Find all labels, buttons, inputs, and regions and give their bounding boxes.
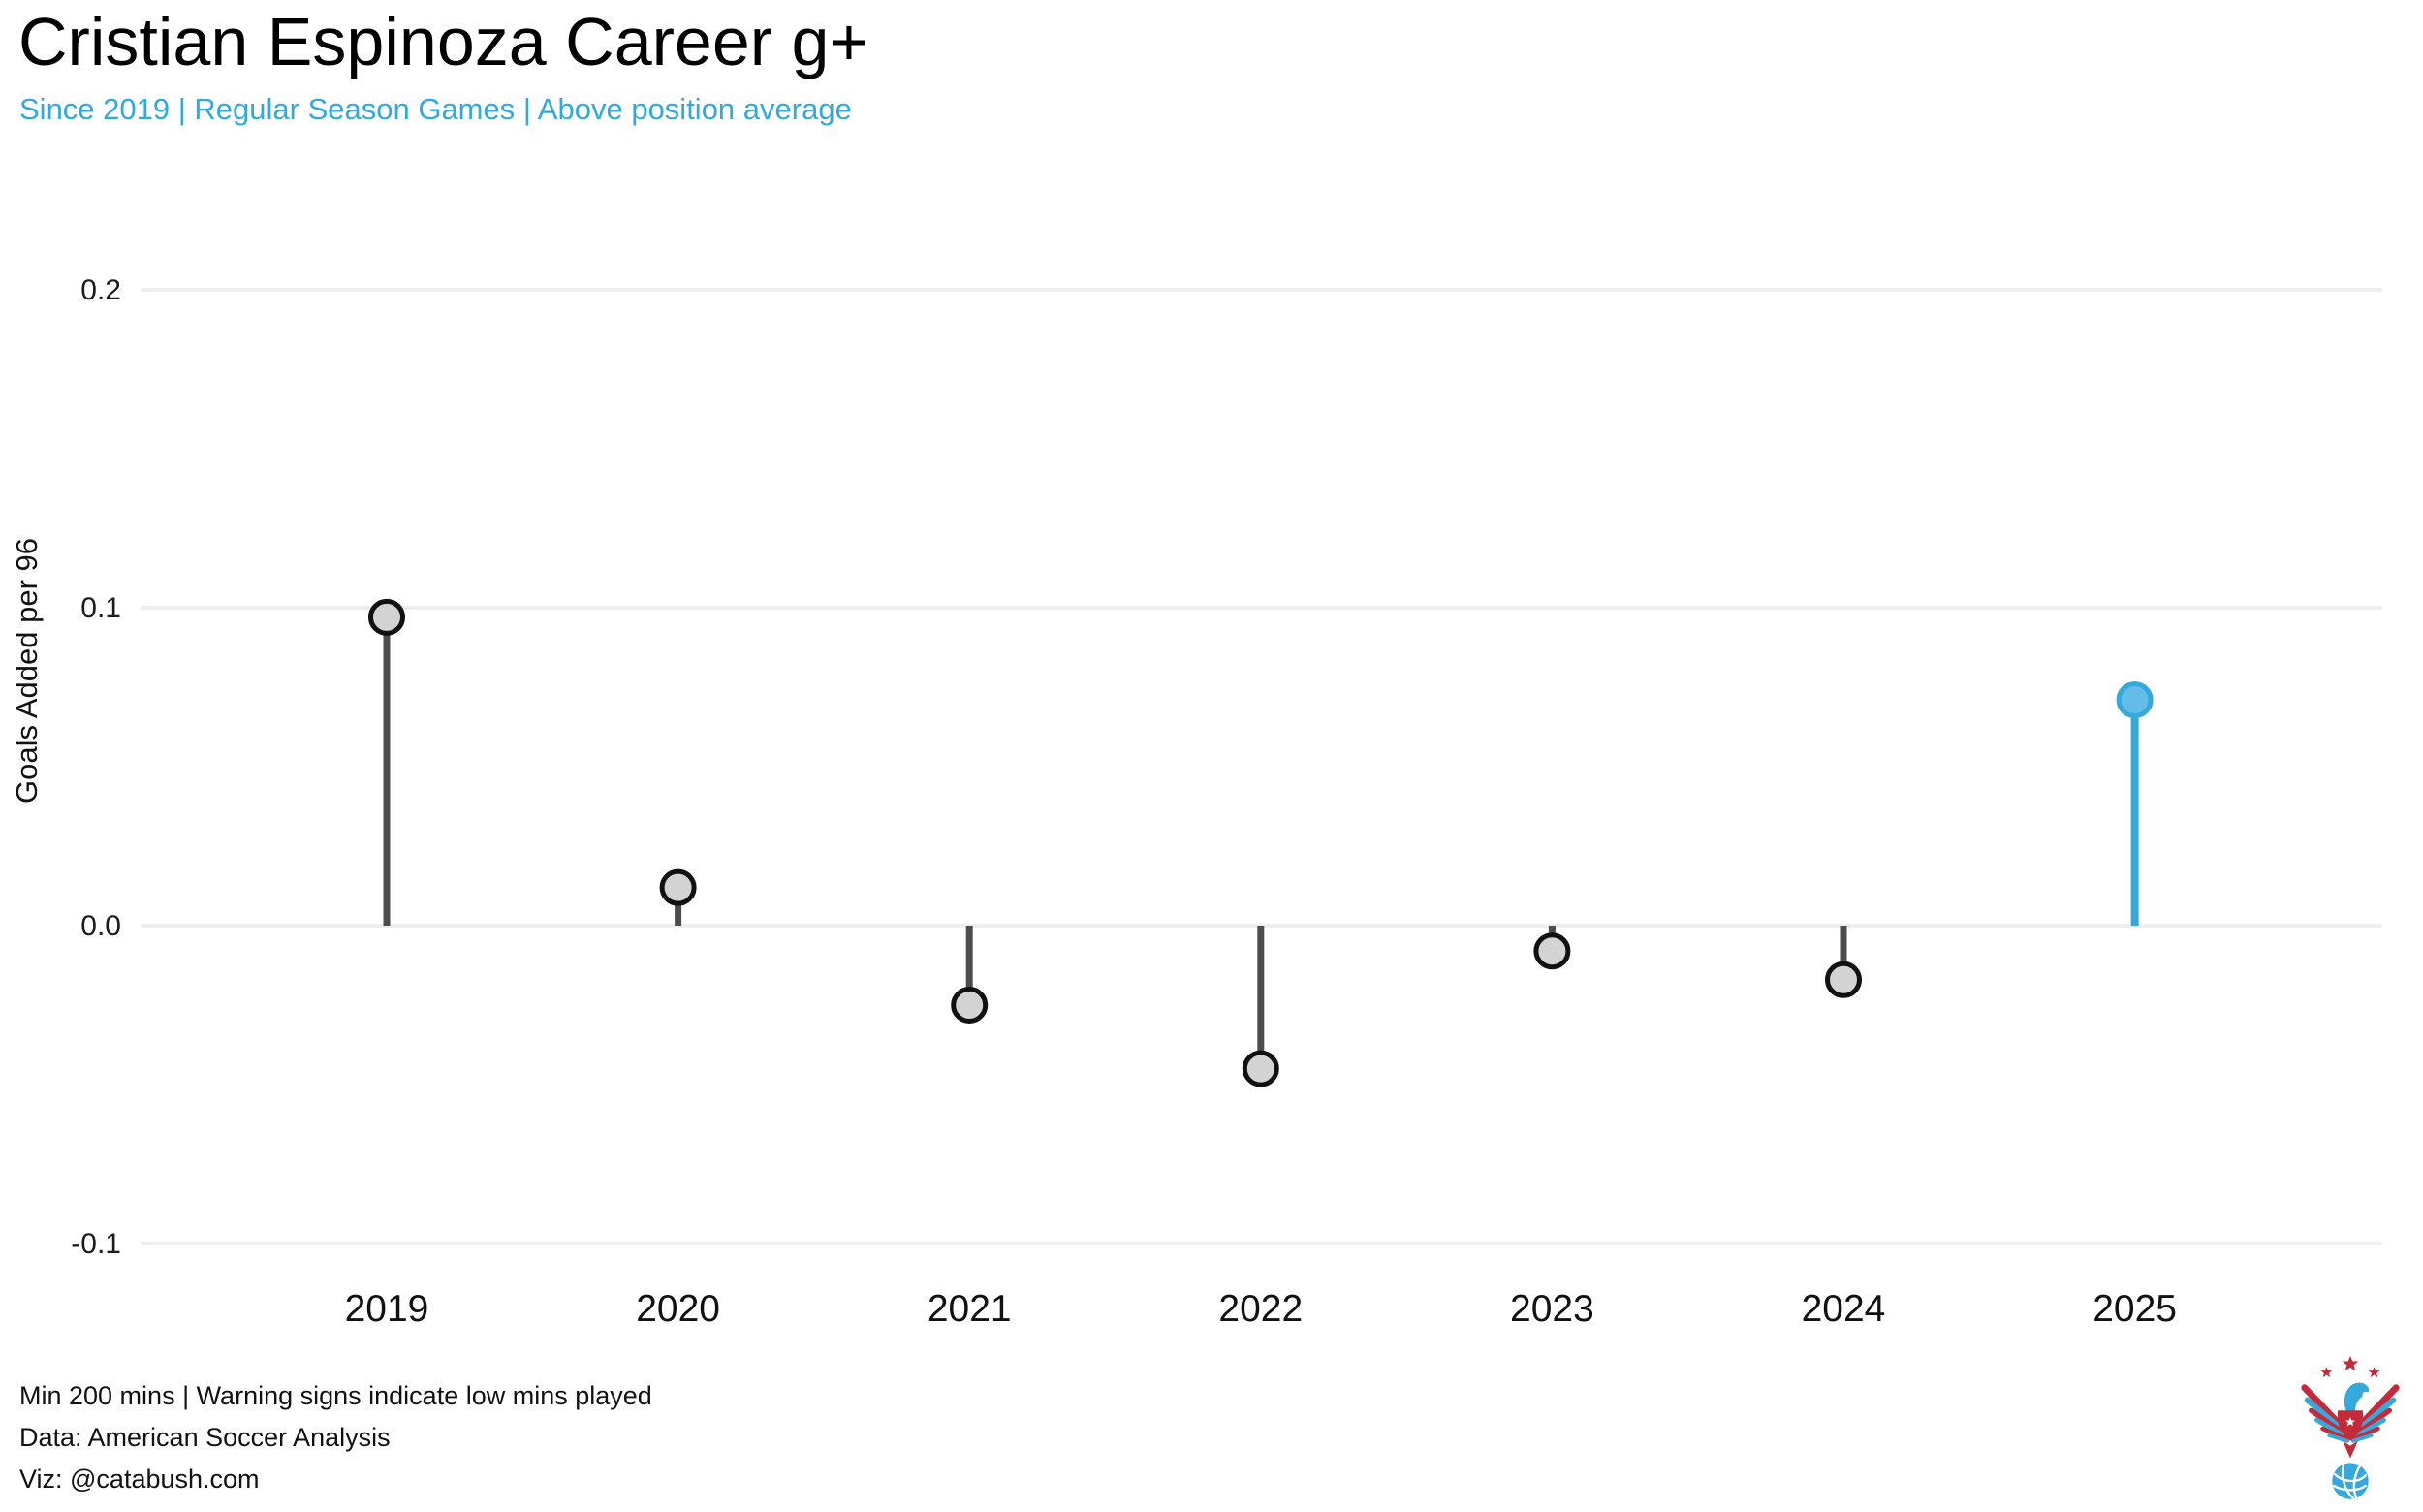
y-axis-title: Goals Added per 96 [10,538,44,803]
asa-eagle-logo [2301,1355,2400,1499]
chart-footnotes: Min 200 mins | Warning signs indicate lo… [19,1375,652,1500]
x-tick-label: 2019 [345,1288,429,1330]
lollipop-point [1533,932,1571,970]
lollipop-point [368,598,405,636]
logo-eagle-head-icon [2344,1382,2370,1415]
lollipop-point-highlight [2116,681,2154,719]
lollipop-point [659,868,697,906]
y-tick-label: 0.1 [80,592,121,624]
footnote-min-mins: Min 200 mins | Warning signs indicate lo… [19,1381,652,1410]
lollipop-point [951,987,989,1024]
lollipop-point [1825,961,1862,998]
chart-title: Cristian Espinoza Career g+ [18,4,869,79]
x-tick-label: 2023 [1510,1288,1594,1330]
logo-soccer-ball-icon [2332,1463,2369,1499]
logo-stars-icon [2320,1355,2380,1378]
y-tick-label: -0.1 [71,1228,121,1260]
footnote-data-source: Data: American Soccer Analysis [19,1423,391,1452]
x-tick-label: 2020 [636,1288,720,1330]
x-tick-label: 2024 [1802,1288,1886,1330]
logo-eagle-body-icon [2337,1410,2364,1459]
y-tick-label: 0.2 [80,274,121,306]
chart-subtitle: Since 2019 | Regular Season Games | Abov… [19,92,852,126]
x-tick-label: 2022 [1218,1288,1303,1330]
y-tick-label: 0.0 [80,910,121,942]
lollipop-point [1242,1050,1279,1087]
footnote-viz-credit: Viz: @catabush.com [19,1465,260,1494]
x-tick-label: 2025 [2093,1288,2177,1330]
x-tick-label: 2021 [928,1288,1012,1330]
